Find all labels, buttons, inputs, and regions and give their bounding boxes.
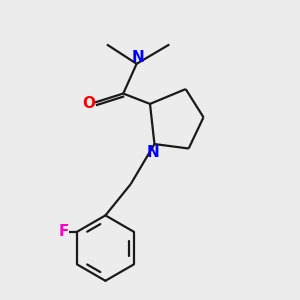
Text: O: O	[82, 96, 96, 111]
Text: N: N	[132, 50, 145, 65]
Text: F: F	[58, 224, 69, 239]
Text: N: N	[147, 146, 159, 160]
